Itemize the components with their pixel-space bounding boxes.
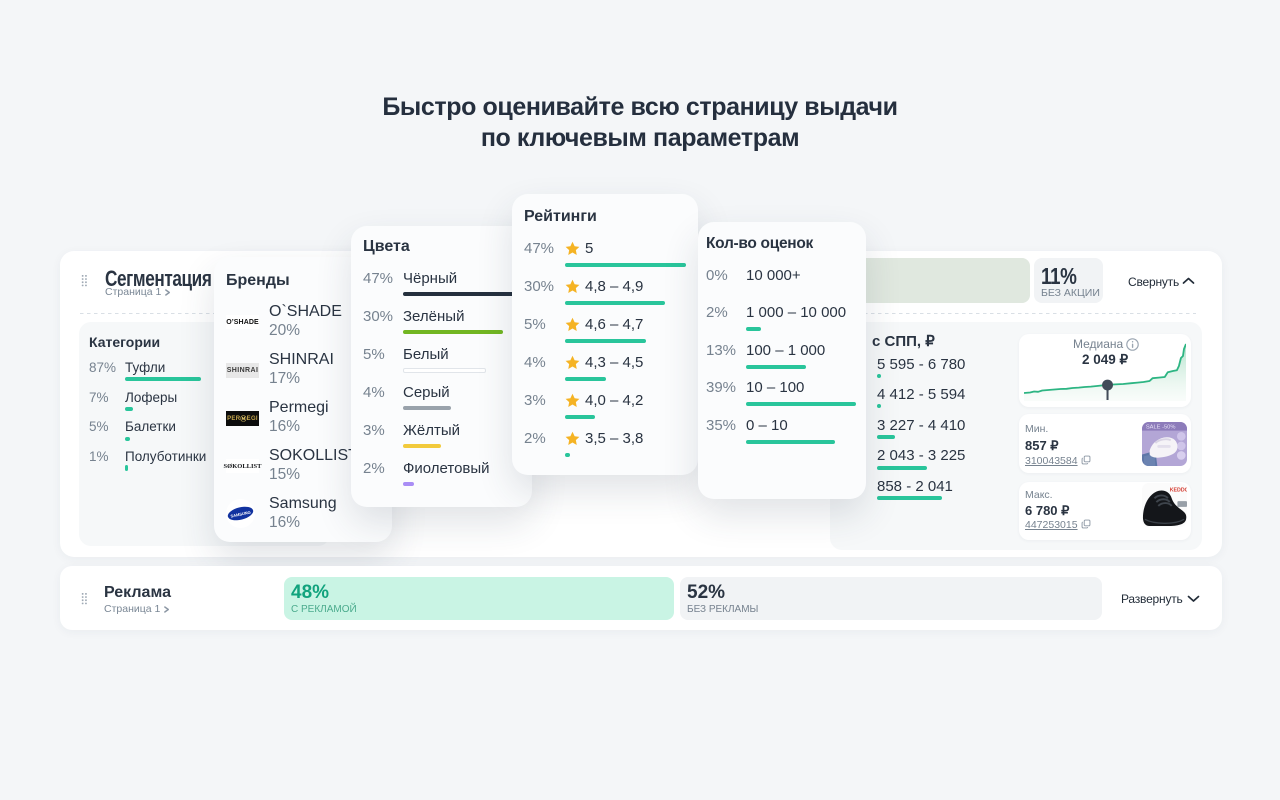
svg-text:SALE -50%: SALE -50% — [1146, 424, 1176, 430]
svg-text:SAMSUNG: SAMSUNG — [230, 510, 251, 519]
svg-text:KEDDO: KEDDO — [1169, 488, 1186, 494]
